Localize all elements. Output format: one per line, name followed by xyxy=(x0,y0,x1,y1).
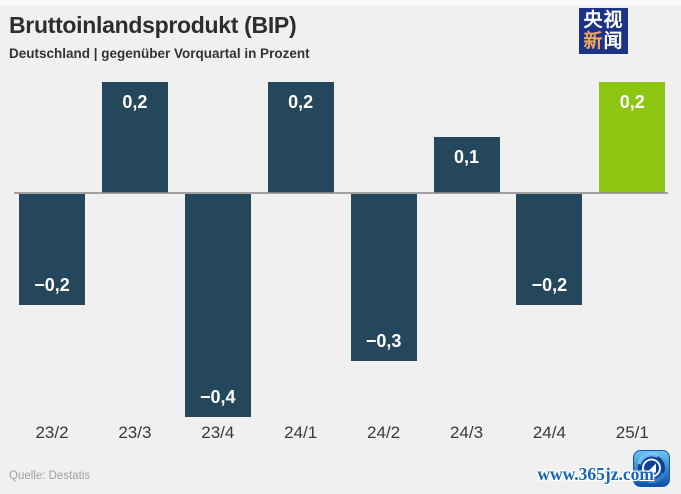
logo-char-orange: 新 xyxy=(583,31,604,52)
source-note: Quelle: Destatis xyxy=(9,470,91,482)
logo-char-white: 闻 xyxy=(603,31,624,52)
x-tick-label: 23/2 xyxy=(35,423,69,442)
bar-24-4: −0,2 xyxy=(516,194,583,306)
bar-value-label: −0,2 xyxy=(531,275,568,296)
bar-24-3: 0,1 xyxy=(433,137,500,193)
logo-text-line1: 央视 xyxy=(583,10,624,31)
bar-value-label: −0,4 xyxy=(200,386,236,407)
x-tick-label: 23/3 xyxy=(118,423,152,442)
bar-23-2: −0,2 xyxy=(19,194,85,306)
watermark-url: www.365jz.com xyxy=(537,464,654,484)
x-tick-label: 23/4 xyxy=(201,423,235,442)
bar-24-2: −0,3 xyxy=(350,194,417,362)
chart-title: Bruttoinlandsprodukt (BIP) xyxy=(9,12,297,38)
top-edge-highlight xyxy=(0,0,681,5)
x-tick-label: 24/2 xyxy=(367,423,401,442)
x-tick-label: 25/1 xyxy=(615,423,649,442)
bar-24-1: 0,2 xyxy=(267,81,334,193)
globe-app-icon xyxy=(633,450,670,487)
bar-value-label: 0,2 xyxy=(288,91,314,112)
zero-baseline xyxy=(14,191,668,194)
bar-23-3: 0,2 xyxy=(101,81,168,193)
x-tick-label: 24/3 xyxy=(449,423,484,442)
bar-value-label: 0,2 xyxy=(619,91,645,112)
cctv-news-logo: 央视 新闻 xyxy=(579,8,628,54)
logo-text-line2: 新闻 xyxy=(583,31,623,52)
bar-25-1: 0,2 xyxy=(599,81,666,193)
x-tick-label: 24/1 xyxy=(284,423,318,442)
bar-value-label: −0,2 xyxy=(34,275,70,296)
bar-value-label: 0,1 xyxy=(453,147,480,168)
chart-subtitle: Deutschland | gegenüber Vorquartal in Pr… xyxy=(9,46,310,61)
x-tick-label: 24/4 xyxy=(532,423,566,442)
bar-value-label: 0,2 xyxy=(122,91,148,112)
bar-value-label: −0,3 xyxy=(365,331,402,352)
bar-23-4: −0,4 xyxy=(184,194,251,417)
